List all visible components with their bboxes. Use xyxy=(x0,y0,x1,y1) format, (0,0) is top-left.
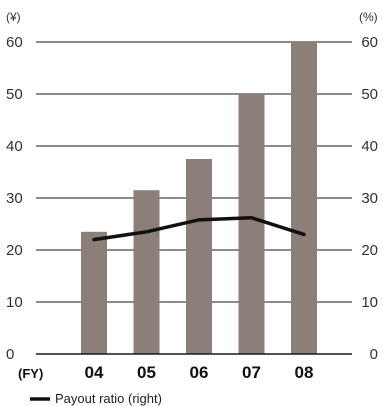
left-tick-label: 0 xyxy=(6,346,14,363)
category-label: 07 xyxy=(242,363,261,382)
legend-label-payout-ratio: Payout ratio (right) xyxy=(55,391,162,406)
payout-ratio-series xyxy=(92,216,306,242)
right-tick-label: 50 xyxy=(361,86,378,103)
legend: Payout ratio (right) xyxy=(30,391,162,406)
left-tick-label: 30 xyxy=(6,190,23,207)
category-label: 04 xyxy=(85,363,104,382)
axes: 0 10 20 30 40 50 60 0 10 20 30 40 50 60 04 05 06 07 08 xyxy=(6,34,378,382)
right-tick-label: 0 xyxy=(370,346,378,363)
bar xyxy=(238,94,265,354)
x-axis-label: (FY) xyxy=(18,366,43,381)
right-tick-label: 40 xyxy=(361,138,378,155)
bar xyxy=(291,42,317,354)
left-tick-label: 20 xyxy=(6,242,23,259)
left-tick-label: 60 xyxy=(6,34,23,51)
left-tick-label: 10 xyxy=(6,294,23,311)
left-tick-label: 40 xyxy=(6,138,23,155)
right-tick-label: 10 xyxy=(361,294,378,311)
payout-ratio-line xyxy=(92,216,306,242)
bar xyxy=(81,231,107,354)
category-label: 08 xyxy=(295,363,314,382)
left-tick-label: 50 xyxy=(6,86,23,103)
right-axis-unit: (%) xyxy=(359,10,378,24)
bar xyxy=(133,190,160,354)
left-axis-unit: (¥) xyxy=(6,10,21,24)
right-tick-label: 30 xyxy=(361,190,378,207)
bar xyxy=(186,159,212,354)
bar-series xyxy=(81,42,317,354)
category-label: 05 xyxy=(137,363,156,382)
right-tick-label: 60 xyxy=(361,34,378,51)
category-label: 06 xyxy=(190,363,209,382)
right-tick-label: 20 xyxy=(361,242,378,259)
